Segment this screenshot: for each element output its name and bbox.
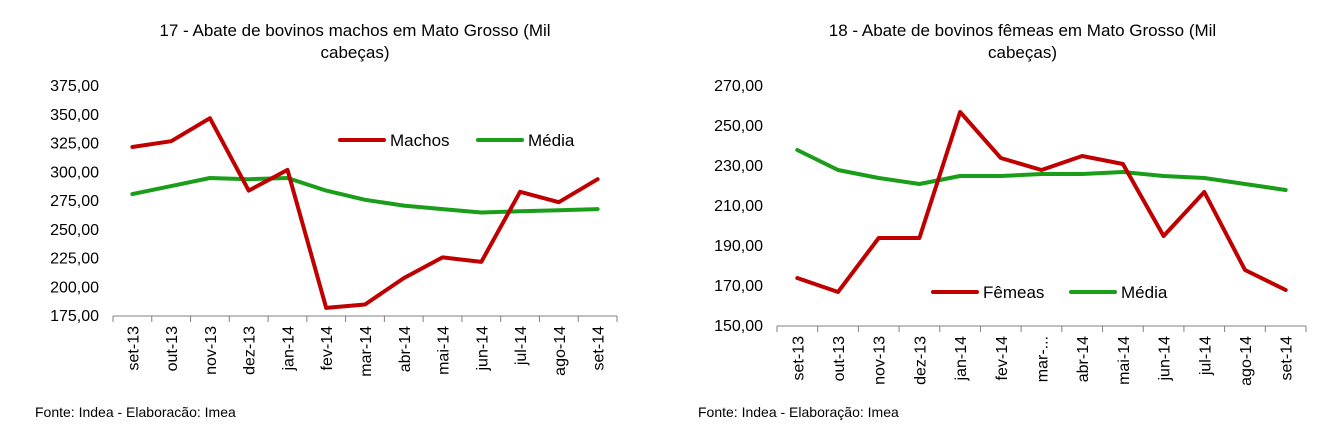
- y-tick-label: 275,00: [50, 193, 99, 210]
- chart-title-femeas: 18 - Abate de bovinos fêmeas em Mato Gro…: [750, 20, 1295, 64]
- legend-label: Média: [1121, 283, 1168, 302]
- x-tick-label: jun-14: [474, 326, 491, 372]
- legend-label: Fêmeas: [983, 283, 1044, 302]
- x-tick-label: mar-...: [1035, 336, 1052, 382]
- source-note: Fonte: Indea - Elaboracão: Imea: [35, 404, 236, 420]
- x-tick-label: abr-14: [397, 326, 414, 372]
- y-tick-label: 150,00: [714, 318, 763, 335]
- y-tick-label: 230,00: [714, 158, 763, 175]
- y-tick-label: 190,00: [714, 238, 763, 255]
- y-tick-label: 300,00: [50, 164, 99, 181]
- y-tick-label: 200,00: [50, 279, 99, 296]
- chart-title-line1: 18 - Abate de bovinos fêmeas em Mato Gro…: [828, 21, 1217, 40]
- y-tick-label: 270,00: [714, 78, 763, 95]
- x-tick-label: nov-13: [872, 336, 889, 385]
- line-chart-femeas: 150,00 170,00 190,00 210,00 230,00 250,00 270,…: [714, 78, 1307, 386]
- chart-panel-machos: 17 - Abate de bovinos machos em Mato Gro…: [35, 20, 630, 420]
- chart-title-machos: 17 - Abate de bovinos machos em Mato Gro…: [80, 20, 630, 64]
- line-chart-machos: 175,00 200,00 225,00 250,00 275,00 300,00 325,…: [50, 78, 618, 377]
- y-tick-label: 325,00: [50, 136, 99, 153]
- x-tick-label: set-14: [591, 326, 608, 371]
- source-note: Fonte: Indea - Elaboração: Imea: [698, 404, 899, 420]
- chart-title-line2: cabeças): [988, 43, 1057, 62]
- y-tick-label: 375,00: [50, 78, 99, 95]
- x-tick-label: jul-14: [1197, 336, 1214, 376]
- legend-label: Machos: [390, 131, 450, 150]
- x-tick-label: jun-14: [1157, 336, 1174, 382]
- x-tick-label: abr-14: [1075, 336, 1092, 382]
- y-tick-label: 170,00: [714, 278, 763, 295]
- x-tick-label: jul-14: [513, 326, 530, 366]
- y-tick-label: 175,00: [50, 308, 99, 325]
- series-line-primary: [130, 116, 600, 310]
- series-line-primary: [795, 110, 1288, 294]
- x-tick-label: nov-13: [203, 326, 220, 375]
- y-tick-label: 210,00: [714, 198, 763, 215]
- x-tick-label: jan-14: [280, 326, 297, 372]
- x-tick-label: mar-14: [358, 326, 375, 377]
- x-tick-label: set-13: [790, 336, 807, 381]
- y-tick-label: 250,00: [714, 118, 763, 135]
- x-tick-label: out-13: [164, 326, 181, 371]
- x-tick-label: dez-13: [912, 336, 929, 385]
- series-line-media: [130, 176, 600, 215]
- x-tick-label: set-13: [125, 326, 142, 371]
- x-tick-label: ago-14: [552, 326, 569, 376]
- x-tick-label: jan-14: [953, 336, 970, 382]
- x-tick-label: mai-14: [1116, 336, 1133, 385]
- chart-title-line1: 17 - Abate de bovinos machos em Mato Gro…: [159, 21, 551, 40]
- x-tick-label: out-13: [831, 336, 848, 381]
- chart-title-line2: cabeças): [320, 43, 390, 62]
- y-tick-label: 350,00: [50, 107, 99, 124]
- series-line-media: [795, 148, 1288, 192]
- legend-label: Média: [528, 131, 575, 150]
- y-tick-label: 225,00: [50, 251, 99, 268]
- chart-panel-femeas: 18 - Abate de bovinos fêmeas em Mato Gro…: [665, 0, 1329, 447]
- x-tick-label: fev-14: [994, 336, 1011, 381]
- y-tick-label: 250,00: [50, 222, 99, 239]
- x-tick-label: fev-14: [319, 326, 336, 371]
- x-tick-label: dez-13: [242, 326, 259, 375]
- x-tick-label: mai-14: [436, 326, 453, 375]
- x-tick-label: set-14: [1279, 336, 1296, 381]
- x-tick-label: ago-14: [1238, 336, 1255, 386]
